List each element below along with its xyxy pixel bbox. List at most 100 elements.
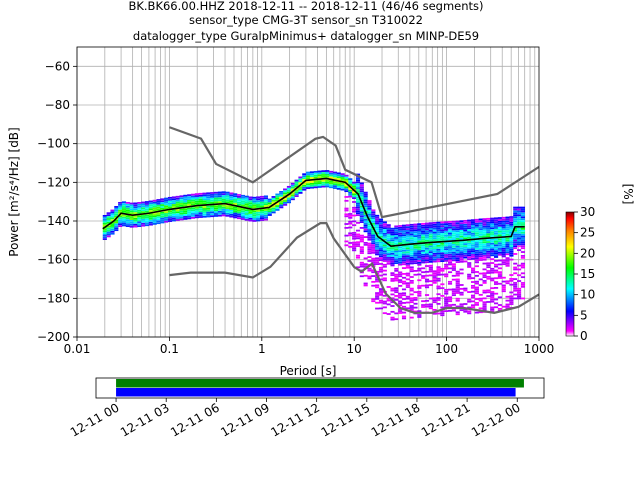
heatmap-cell	[355, 212, 361, 215]
heatmap-cell	[474, 261, 479, 264]
heatmap-cell	[386, 262, 391, 265]
heatmap-cell	[125, 201, 130, 204]
heatmap-cell	[401, 317, 407, 320]
heatmap-cell	[482, 262, 487, 265]
heatmap-cell	[125, 209, 130, 212]
heatmap-cell	[390, 233, 395, 236]
heatmap-cell	[432, 239, 437, 242]
heatmap-cell	[363, 222, 368, 225]
heatmap-cell	[444, 302, 449, 305]
heatmap-cell	[444, 223, 449, 225]
heatmap-cell	[164, 207, 169, 210]
heatmap-cell	[478, 233, 483, 236]
heatmap-cell	[421, 222, 426, 225]
heatmap-cell	[501, 259, 506, 262]
heatmap-cell	[378, 288, 384, 290]
heatmap-cell	[398, 257, 403, 260]
heatmap-cell	[240, 200, 245, 203]
heatmap-cell	[497, 271, 502, 274]
heatmap-cell	[156, 212, 161, 215]
heatmap-cell	[367, 246, 372, 249]
heatmap-cell	[290, 186, 295, 189]
heatmap-cell	[520, 227, 525, 230]
heatmap-cell	[378, 220, 384, 223]
heatmap-cell	[463, 247, 468, 249]
heatmap-cell	[478, 293, 483, 296]
heatmap-cell	[501, 228, 506, 231]
heatmap-cell	[213, 213, 219, 215]
heatmap-cell	[459, 284, 464, 286]
heatmap-cell	[198, 192, 203, 195]
heatmap-cell	[505, 249, 510, 252]
heatmap-cell	[348, 234, 353, 237]
heatmap-cell	[325, 173, 330, 176]
heatmap-cell	[509, 243, 514, 246]
colorbar-tick-label: 25	[580, 226, 595, 240]
heatmap-cell	[490, 244, 495, 247]
heatmap-cell	[394, 250, 399, 253]
heatmap-cell	[321, 172, 326, 174]
heatmap-cell	[428, 266, 433, 269]
heatmap-cell	[509, 274, 514, 276]
heatmap-cell	[290, 196, 295, 199]
heatmap-cell	[225, 191, 230, 194]
heatmap-cell	[398, 236, 403, 239]
heatmap-cell	[221, 208, 226, 211]
heatmap-cell	[467, 310, 472, 313]
heatmap-cell	[401, 288, 407, 291]
heatmap-cell	[267, 204, 272, 207]
heatmap-cell	[141, 218, 146, 221]
heatmap-cell	[474, 224, 479, 227]
heatmap-cell	[470, 257, 476, 260]
heatmap-cell	[424, 236, 430, 238]
heatmap-cell	[340, 186, 345, 189]
heatmap-cell	[390, 254, 395, 257]
heatmap-cell	[417, 244, 422, 247]
heatmap-cell	[355, 254, 361, 257]
heatmap-cell	[428, 239, 433, 242]
heatmap-cell	[478, 245, 483, 248]
heatmap-cell	[129, 218, 134, 220]
heatmap-cell	[332, 177, 338, 180]
heatmap-cell	[375, 257, 380, 260]
heatmap-cell	[398, 242, 403, 245]
heatmap-cell	[302, 179, 307, 181]
heatmap-cell	[470, 294, 476, 297]
heatmap-cell	[114, 206, 119, 208]
heatmap-cell	[482, 227, 487, 230]
heatmap-cell	[233, 193, 238, 196]
title-line-1: BK.BK66.00.HHZ 2018-12-11 -- 2018-12-11 …	[128, 0, 483, 13]
heatmap-cell	[359, 198, 364, 200]
heatmap-cell	[447, 267, 453, 270]
heatmap-cell	[210, 205, 215, 208]
heatmap-cell	[363, 257, 368, 260]
heatmap-cell	[513, 278, 518, 280]
heatmap-cell	[263, 203, 268, 205]
timeline-tick-label: 12-11 12	[268, 400, 322, 439]
heatmap-cell	[167, 218, 173, 220]
heatmap-cell	[367, 233, 372, 235]
heatmap-cell	[167, 216, 173, 219]
heatmap-cell	[436, 279, 441, 282]
heatmap-cell	[474, 245, 479, 248]
heatmap-cell	[470, 240, 476, 243]
heatmap-cell	[118, 217, 123, 220]
heatmap-cell	[386, 255, 391, 257]
heatmap-cell	[378, 234, 384, 236]
heatmap-cell	[375, 296, 380, 298]
heatmap-cell	[447, 236, 453, 239]
heatmap-cell	[447, 228, 453, 231]
heatmap-cell	[447, 253, 453, 256]
heatmap-cell	[306, 187, 311, 189]
heatmap-cell	[417, 267, 422, 270]
heatmap-cell	[463, 241, 468, 244]
heatmap-cell	[517, 289, 522, 292]
heatmap-cell	[413, 252, 418, 255]
heatmap-cell	[156, 222, 161, 225]
heatmap-cell	[382, 221, 387, 224]
heatmap-cell	[398, 281, 403, 283]
heatmap-cell	[463, 256, 468, 259]
heatmap-cell	[206, 211, 211, 214]
heatmap-cell	[440, 248, 445, 251]
heatmap-cell	[478, 257, 483, 259]
